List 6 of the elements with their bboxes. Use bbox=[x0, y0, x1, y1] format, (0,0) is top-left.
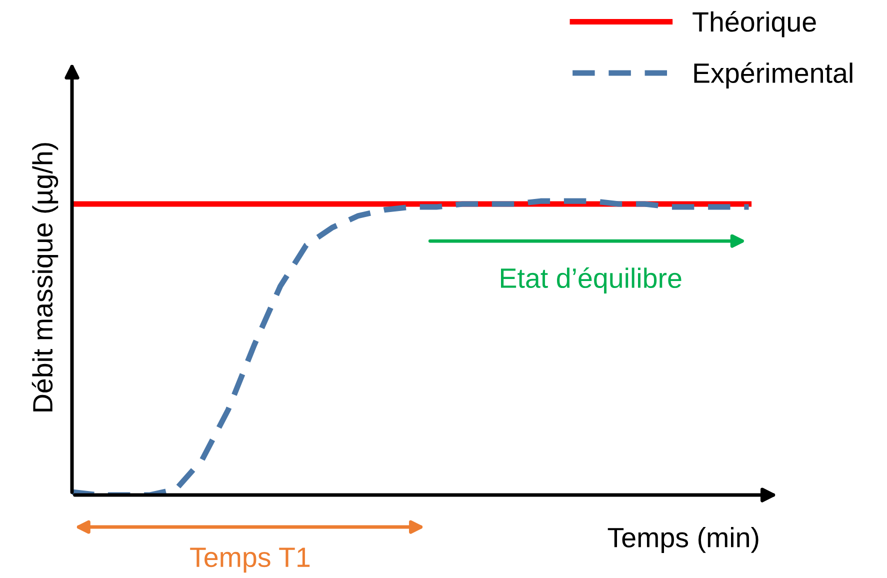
legend-label: Expérimental bbox=[694, 62, 852, 88]
text: Temps T1 bbox=[190, 548, 310, 573]
legend-label: Théorique bbox=[692, 11, 816, 38]
y-axis-title: Débit massique (µg/h) bbox=[32, 143, 58, 412]
x-axis-title: Temps (min) bbox=[608, 527, 758, 553]
annotation: Etat d’équilibre bbox=[500, 267, 682, 294]
